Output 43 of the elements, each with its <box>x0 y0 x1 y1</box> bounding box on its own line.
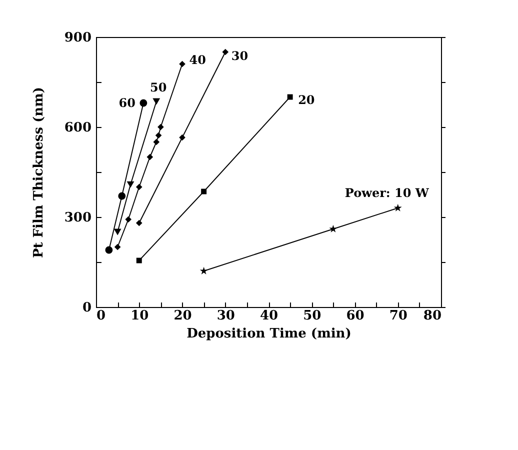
point <box>140 99 148 107</box>
series-label: 40 <box>189 53 206 67</box>
x-tick-label: 40 <box>260 308 278 324</box>
point <box>105 246 113 254</box>
series-label: 50 <box>150 80 167 94</box>
point <box>394 204 402 212</box>
point <box>158 124 164 130</box>
x-tick-label: 0 <box>96 308 106 324</box>
point <box>118 192 126 200</box>
series-label: 30 <box>231 49 248 63</box>
point <box>114 228 122 236</box>
x-tick-label: 30 <box>216 308 235 324</box>
point <box>136 184 142 190</box>
point <box>179 134 186 141</box>
x-tick-label: 60 <box>346 308 364 324</box>
point <box>201 188 207 194</box>
point <box>126 181 134 188</box>
y-tick-label: 300 <box>64 210 92 226</box>
series-label: 20 <box>298 93 315 107</box>
point <box>136 258 142 264</box>
series-label: Power: 10 W <box>344 186 430 200</box>
point <box>114 244 121 250</box>
point <box>179 60 186 68</box>
x-tick-label: 10 <box>130 308 149 324</box>
point <box>136 220 142 226</box>
point <box>200 266 208 274</box>
x-tick-label: 80 <box>423 308 442 324</box>
y-axis-title: Pt Film Thickness (nm) <box>31 86 46 258</box>
series-label: 60 <box>118 96 136 110</box>
point <box>222 48 229 56</box>
y-tick-label: 900 <box>64 30 92 46</box>
point <box>153 138 160 146</box>
x-tick-label: 50 <box>303 308 322 324</box>
x-tick-label: 70 <box>389 308 408 324</box>
x-axis-title: Deposition Time (min) <box>186 326 352 342</box>
point <box>329 224 338 232</box>
point <box>152 98 160 105</box>
point <box>146 154 154 160</box>
y-tick-label: 600 <box>64 120 92 136</box>
point <box>287 94 293 100</box>
point <box>125 216 132 223</box>
x-tick-label: 20 <box>174 308 192 324</box>
point <box>155 132 162 139</box>
